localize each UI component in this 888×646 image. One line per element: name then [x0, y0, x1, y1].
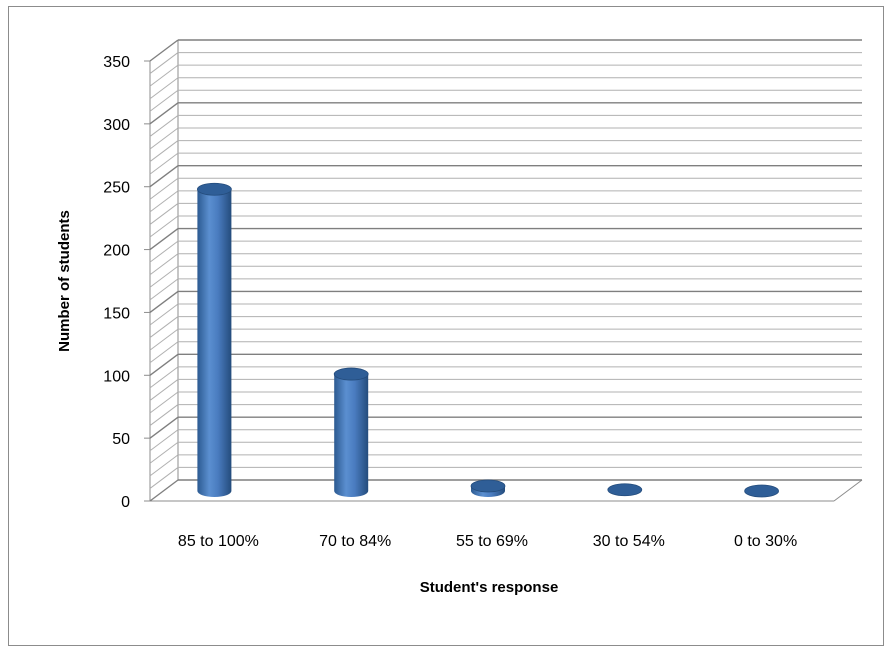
- side-gridline-major: [149, 165, 179, 188]
- bar-top: [196, 182, 232, 196]
- side-gridline-minor: [149, 140, 179, 162]
- side-gridline-minor: [149, 278, 179, 301]
- bar: [333, 367, 369, 497]
- bar-body: [197, 189, 232, 498]
- side-gridline-major: [149, 353, 179, 376]
- side-gridline-minor: [149, 253, 179, 276]
- y-axis-title: Number of students: [56, 210, 73, 352]
- side-gridline-minor: [149, 366, 179, 389]
- x-tick-label: 0 to 30%: [734, 533, 797, 550]
- side-gridline-minor: [149, 64, 179, 87]
- side-gridline-minor: [149, 467, 179, 489]
- side-gridline-minor: [149, 328, 179, 351]
- x-tick-label: 55 to 69%: [456, 533, 528, 550]
- chart-frame: [8, 6, 884, 646]
- bar-top: [470, 479, 506, 493]
- side-gridline-major: [149, 290, 179, 313]
- x-tick-label: 85 to 100%: [178, 533, 259, 550]
- y-tick-labels: 0 50 100 150 200 250 300 350: [103, 54, 130, 511]
- side-gridline-minor: [149, 115, 179, 137]
- y-tick-label: 100: [103, 368, 130, 385]
- y-tick-label: 150: [103, 305, 130, 322]
- x-axis-title: Student's response: [420, 579, 559, 596]
- side-gridline-minor: [149, 152, 179, 175]
- side-gridline-minor: [149, 391, 179, 414]
- side-gridline-major: [149, 479, 179, 502]
- x-tick-label: 70 to 84%: [319, 533, 391, 550]
- y-tick-label: 300: [103, 117, 130, 134]
- floor-right-edge: [833, 479, 863, 502]
- side-gridline-minor: [149, 404, 179, 426]
- side-gridline-minor: [149, 379, 179, 401]
- bar: [196, 182, 232, 498]
- bar-top: [607, 483, 643, 497]
- side-gridline-minor: [149, 52, 179, 74]
- side-gridline-minor: [149, 89, 179, 112]
- y-tick-label: 200: [103, 243, 130, 260]
- x-tick-labels: 85 to 100% 70 to 84% 55 to 69% 30 to 54% 0 t…: [178, 533, 797, 550]
- side-gridline-minor: [149, 215, 179, 238]
- y-tick-label: 50: [112, 431, 130, 448]
- bar: [744, 484, 779, 498]
- y-tick-label: 0: [121, 494, 130, 511]
- side-gridline-minor: [149, 341, 179, 364]
- x-tick-label: 30 to 54%: [593, 533, 665, 550]
- bar-body: [334, 374, 369, 497]
- bars: [196, 182, 779, 498]
- side-gridline-minor: [149, 127, 179, 150]
- bar: [470, 479, 506, 497]
- side-gridline-minor: [149, 203, 179, 225]
- chart-plot: 0 50 100 150 200 250 300 350 85 to 100% 70 to 84…: [56, 39, 863, 596]
- side-gridline-minor: [149, 265, 179, 288]
- y-tick-label: 250: [103, 180, 130, 197]
- side-gridline-minor: [149, 77, 179, 100]
- side-gridline-major: [149, 102, 179, 125]
- side-gridline-minor: [149, 240, 179, 263]
- side-gridline-minor: [149, 454, 179, 477]
- side-gridline-minor: [149, 316, 179, 338]
- bar: [607, 483, 643, 497]
- y-tick-label: 350: [103, 54, 130, 71]
- gridlines: [144, 39, 862, 502]
- side-gridline-major: [149, 416, 179, 439]
- bar-top: [333, 367, 369, 381]
- side-gridline-minor: [149, 429, 179, 452]
- side-gridline-minor: [149, 303, 179, 326]
- plot-walls: [149, 40, 863, 502]
- side-gridline-major: [149, 39, 179, 62]
- bar-top: [744, 484, 779, 498]
- side-gridline-minor: [149, 441, 179, 464]
- side-gridline-minor: [149, 177, 179, 200]
- side-gridline-major: [149, 228, 179, 251]
- side-gridline-minor: [149, 190, 179, 213]
